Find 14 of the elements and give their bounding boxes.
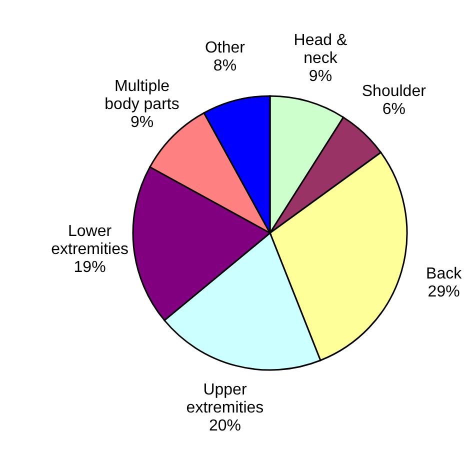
data-label: 29% <box>428 284 460 301</box>
data-label: 9% <box>308 68 332 86</box>
data-label: 8% <box>213 58 237 75</box>
slice-label: Shoulder <box>362 83 427 100</box>
slice-label: Head & neck <box>294 32 348 68</box>
data-label: 20% <box>208 418 242 435</box>
slice-label: Back <box>426 266 463 283</box>
slice-label: Lower extremities <box>51 223 128 258</box>
data-label: 19% <box>74 259 106 276</box>
slice-label: Other <box>204 40 246 57</box>
slice-label: Upper extremities <box>186 382 264 417</box>
slice-label: Multiple body parts <box>104 78 180 114</box>
data-label: 9% <box>130 114 154 132</box>
data-label: 6% <box>382 101 406 118</box>
